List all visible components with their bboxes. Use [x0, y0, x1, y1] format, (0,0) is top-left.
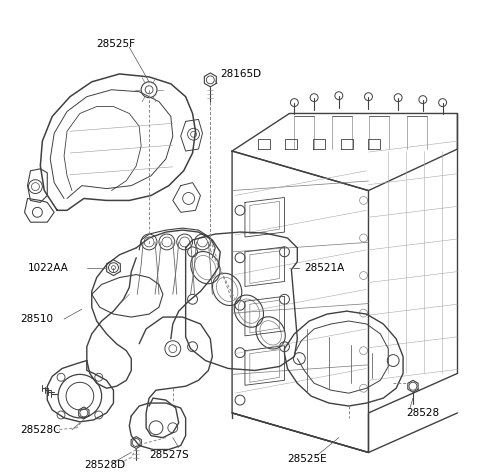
Text: 28510: 28510 — [21, 314, 54, 324]
Text: 28528C: 28528C — [21, 425, 61, 435]
Text: 28525F: 28525F — [96, 40, 136, 50]
Text: 28525E: 28525E — [288, 455, 327, 465]
Text: 1022AA: 1022AA — [27, 263, 68, 273]
Text: 28165D: 28165D — [220, 69, 261, 79]
Text: 28521A: 28521A — [304, 263, 345, 273]
Text: 28528D: 28528D — [84, 460, 125, 470]
Text: 28528: 28528 — [406, 408, 439, 418]
Text: 28527S: 28527S — [149, 450, 189, 460]
